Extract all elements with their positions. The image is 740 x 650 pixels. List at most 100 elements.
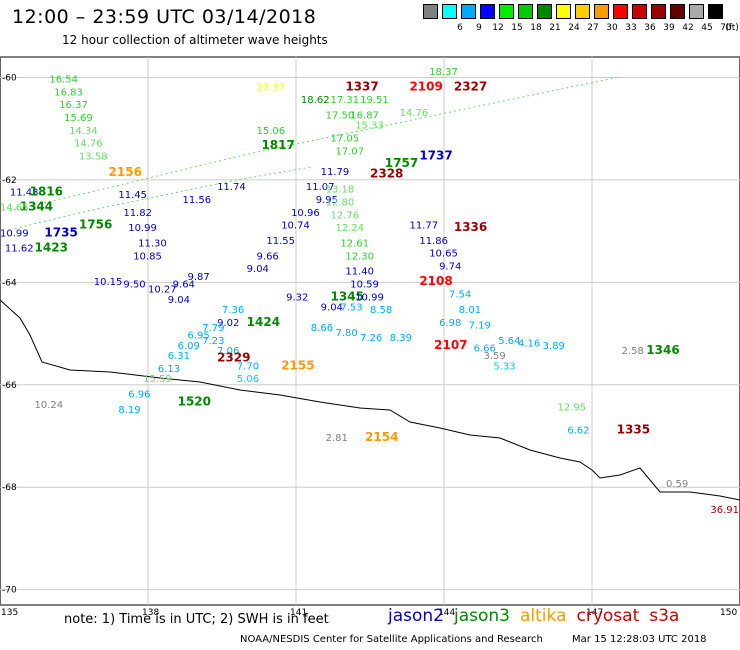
wave-height-value: 15.33 — [355, 121, 384, 132]
wave-height-value: 11.86 — [419, 236, 448, 247]
wave-height-value: 9.50 — [123, 279, 145, 290]
pass-time-label: 1735 — [44, 225, 77, 239]
wave-height-value: 6.66 — [474, 343, 496, 354]
coastline — [0, 299, 740, 501]
wave-height-value: 9.32 — [286, 292, 308, 303]
legend-bin-label: 30 — [606, 23, 618, 33]
lon-tick-label: 138 — [142, 608, 159, 618]
wave-height-value: 17.07 — [335, 146, 364, 157]
wave-height-value: 18.37 — [429, 67, 458, 78]
wave-height-value: 11.40 — [345, 267, 374, 278]
legend-swatch — [518, 4, 533, 19]
wave-height-value: 17.31 — [331, 95, 360, 106]
wave-height-value: 16.54 — [49, 75, 78, 86]
lat-tick-label: -62 — [2, 176, 17, 186]
pass-time-label: 1346 — [646, 343, 679, 357]
satellite-track-line — [9, 76, 617, 212]
wave-height-value: 8.19 — [118, 405, 140, 416]
wave-height-value: 19.51 — [360, 95, 389, 106]
legend-swatch — [442, 4, 457, 19]
legend-bin-label: 21 — [549, 23, 561, 33]
wave-height-value: 6.98 — [439, 318, 461, 329]
wave-height-value: 11.79 — [321, 167, 350, 178]
wave-height-value: 12.61 — [340, 238, 369, 249]
lat-tick-label: -66 — [2, 381, 17, 391]
legend-swatch — [537, 4, 552, 19]
wave-height-value: 8.39 — [390, 333, 412, 344]
legend-bin-label: 70 — [720, 23, 732, 33]
legend-swatch — [594, 4, 609, 19]
wave-height-value: 10.15 — [94, 277, 123, 288]
legend-swatch — [689, 4, 704, 19]
legend-swatch — [670, 4, 685, 19]
wave-height-value: 11.82 — [123, 208, 152, 219]
wave-height-value: 6.96 — [128, 390, 150, 401]
generation-timestamp: Mar 15 12:28:03 UTC 2018 — [572, 634, 707, 645]
wave-height-value: 10.27 — [148, 285, 177, 296]
legend-bin-label: 6 — [457, 23, 463, 33]
pass-time-label: 2328 — [370, 166, 403, 180]
lat-tick-label: -68 — [2, 483, 17, 493]
satellite-legend-cryosat: cryosat — [576, 606, 640, 626]
satellite-track-line — [14, 166, 311, 230]
pass-time-label: 1337 — [345, 79, 378, 93]
wave-height-value: 10.85 — [133, 251, 162, 262]
wave-height-value: 0.59 — [666, 479, 688, 490]
wave-height-value: 12.80 — [326, 198, 355, 209]
wave-height-value: 7.53 — [340, 303, 362, 314]
legend-bin-label: 12 — [492, 23, 504, 33]
wave-height-value: 17.05 — [331, 134, 360, 145]
lon-tick-label: 147 — [586, 608, 603, 618]
wave-height-value: 10.96 — [291, 208, 320, 219]
legend-swatch — [708, 4, 723, 19]
legend-bin-label: 24 — [568, 23, 580, 33]
pass-time-label: 1336 — [454, 220, 487, 234]
wave-height-value: 6.31 — [168, 351, 190, 362]
satellite-legend: jason2 jason3 altika cryosat s3a — [388, 606, 689, 626]
wave-height-value: 6.62 — [567, 425, 589, 436]
wave-height-value: 23.37 — [257, 82, 286, 93]
wave-height-value: 9.04 — [321, 303, 343, 314]
wave-height-value: 8.66 — [311, 323, 333, 334]
map-subtitle: 12 hour collection of altimeter wave hei… — [62, 33, 328, 47]
legend-bin-label: 27 — [587, 23, 599, 33]
pass-time-label: 2154 — [365, 430, 398, 444]
wave-height-value: 11.43 — [10, 187, 39, 198]
pass-time-label: 2109 — [409, 79, 442, 93]
satellite-legend-jason3: jason3 — [454, 606, 510, 626]
wave-height-value: 16.87 — [350, 110, 379, 121]
wave-height-value: 11.77 — [409, 221, 438, 232]
legend-swatch — [423, 4, 438, 19]
wave-height-value: 15.59 — [143, 374, 172, 385]
pass-time-label: 1757 — [385, 156, 418, 170]
wave-height-value: 11.56 — [183, 195, 212, 206]
satellite-legend-s3a: s3a — [649, 606, 680, 626]
wave-height-value: 10.74 — [281, 221, 310, 232]
footer: NOAA/NESDIS Center for Satellite Applica… — [240, 634, 733, 645]
axis-ticks: -60 -62 -64 -66 -68 -70 135 138 141 144 147 150 — [1, 73, 737, 618]
wave-height-value: 14.76 — [74, 139, 103, 150]
wave-height-value: 7.06 — [217, 346, 239, 357]
wave-height-value: 10.99 — [355, 292, 384, 303]
legend-bin-label: 36 — [644, 23, 656, 33]
wave-height-value: 4.16 — [518, 338, 540, 349]
legend-swatch — [651, 4, 666, 19]
wave-height-value: 12.24 — [335, 223, 364, 234]
wave-height-value: 9.04 — [247, 264, 269, 275]
legend-swatch — [575, 4, 590, 19]
wave-height-value: 7.54 — [449, 290, 471, 301]
wave-height-value: 10.99 — [0, 228, 29, 239]
wave-height-value: 7.70 — [237, 361, 259, 372]
agency-credit: NOAA/NESDIS Center for Satellite Applica… — [240, 634, 543, 645]
wave-height-value: 36.91 — [710, 505, 739, 516]
wave-height-value: 10.24 — [35, 400, 64, 411]
pass-time-label: 1756 — [79, 218, 112, 232]
legend-bin-label: 45 — [701, 23, 713, 33]
satellite-legend-jason2: jason2 — [388, 606, 444, 626]
legend-bin-label: 39 — [663, 23, 675, 33]
lat-tick-label: -60 — [2, 73, 17, 83]
wave-height-value: 2.58 — [622, 346, 644, 357]
wave-height-value: 11.30 — [138, 238, 167, 249]
wave-height-value: 7.26 — [360, 333, 382, 344]
